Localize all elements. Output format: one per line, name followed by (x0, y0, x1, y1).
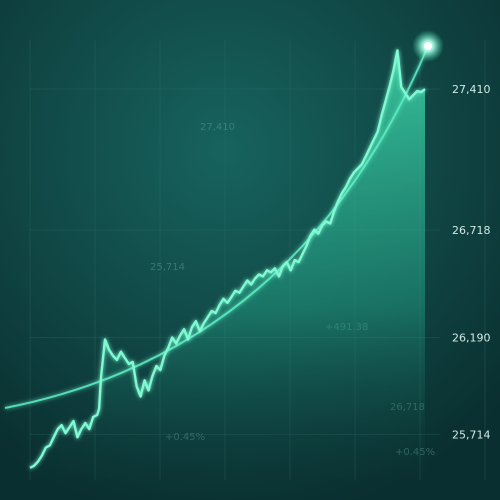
y-axis-tick-labels: 27,410 26,718 26,190 25,714 (452, 83, 491, 441)
price-area-fill (30, 50, 425, 479)
ghost-annotation-label: 25,714 (150, 262, 185, 273)
trend-line (4, 45, 429, 409)
trend-endpoint-dot (424, 42, 432, 50)
y-tick-label: 26,718 (452, 224, 491, 237)
price-series-line (29, 49, 426, 469)
y-tick-label: 25,714 (452, 428, 491, 441)
y-tick-label: 26,190 (452, 331, 491, 344)
ghost-annotation-label: 27,410 (200, 122, 235, 133)
y-tick-label: 27,410 (452, 83, 491, 96)
